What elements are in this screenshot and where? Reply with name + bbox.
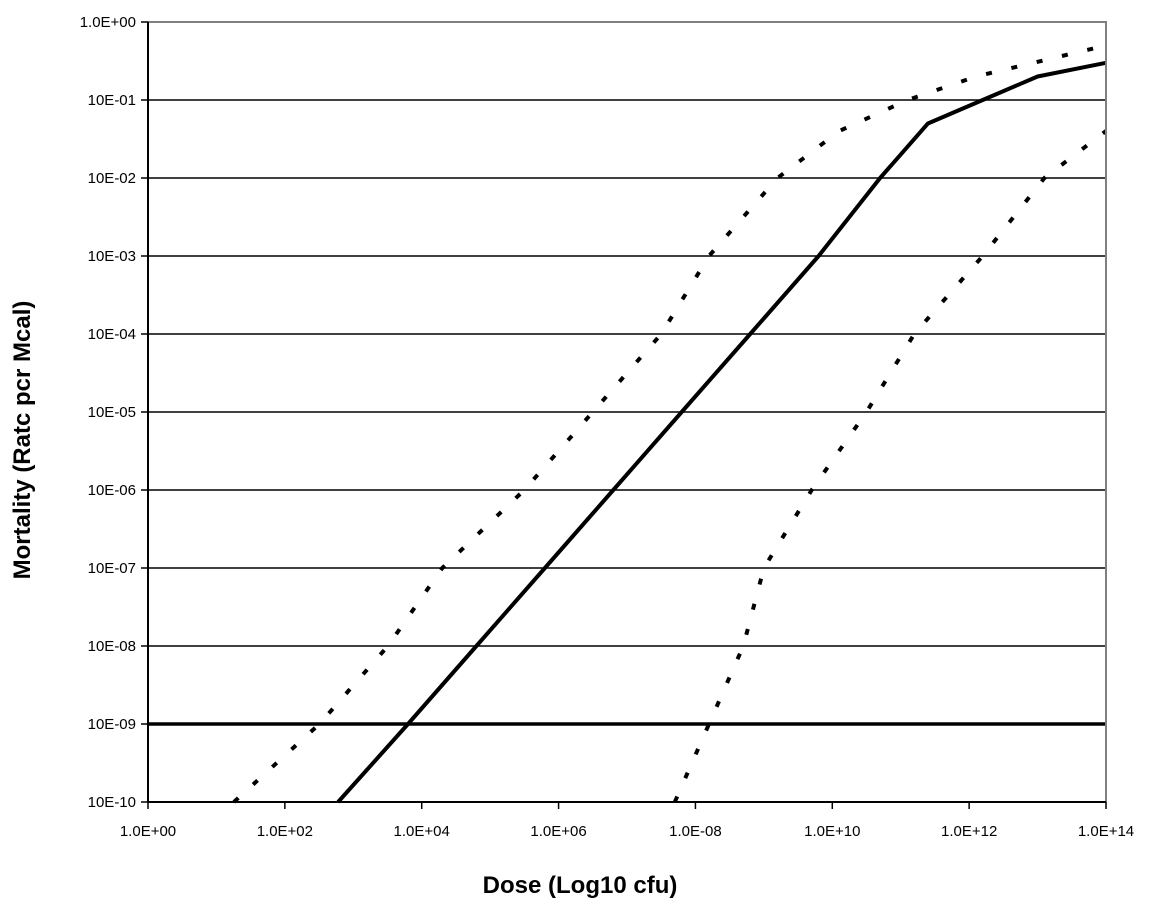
y-tick-label: 1.0E+00 [80,14,136,31]
y-tick-label: 10E-03 [88,248,136,265]
x-tick-label: 1.0E+02 [257,823,313,840]
y-tick-label: 10E-02 [88,170,136,187]
y-axis-title: Mortality (Ratc pcr Mcal) [9,301,36,580]
x-tick-label: 1.0E+04 [394,823,450,840]
x-tick-label: 1.0E+14 [1078,823,1134,840]
x-tick-label: 1.0E+06 [530,823,586,840]
y-tick-label: 10E-04 [88,326,136,343]
x-tick-label: 1.0E-08 [669,823,722,840]
x-axis-title: Dose (Log10 cfu) [483,872,678,899]
y-tick-label: 10E-09 [88,716,136,733]
grid-lines [148,21,1106,803]
x-tick-label: 1.0E+10 [804,823,860,840]
y-tick-label: 10E-06 [88,482,136,499]
x-tick-labels: 1.0E+00 1.0E+02 1.0E+04 1.0E+06 1.0E-08 1.0E+… [120,823,1134,840]
series-line-3 [672,129,1108,803]
y-tick-label: 10E-08 [88,638,136,655]
series-lines [232,43,1108,804]
series-line-2 [336,60,1107,804]
x-tick-label: 1.0E+12 [941,823,997,840]
x-tick-label: 1.0E+00 [120,823,176,840]
y-tick-labels: 1.0E+00 10E-01 10E-02 10E-03 10E-04 10E-05 10E… [80,14,136,811]
y-tick-label: 10E-10 [88,794,136,811]
y-tick-label: 10E-07 [88,560,136,577]
y-tick-label: 10E-05 [88,404,136,421]
y-tick-label: 10E-01 [88,92,136,109]
axes [141,21,1107,809]
